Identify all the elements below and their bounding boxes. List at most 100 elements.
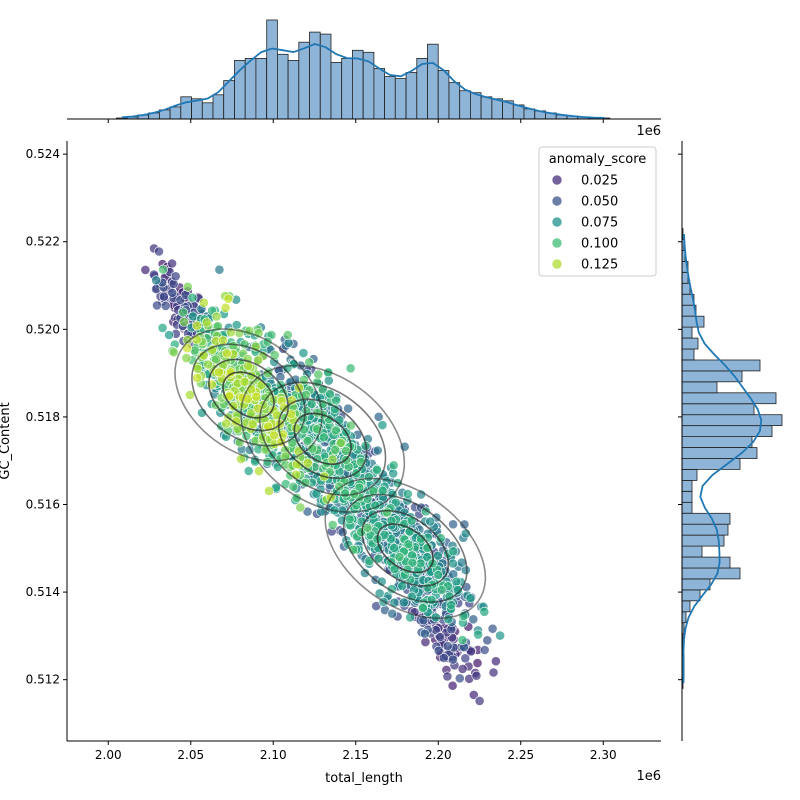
scatter-point [325,388,335,399]
scatter-point [158,291,169,302]
histogram-bar [427,43,439,120]
scatter-point [373,411,384,422]
scatter-point [447,680,458,691]
scatter-point [327,454,338,465]
scatter-point [302,457,313,468]
histogram-bar [341,58,353,120]
x-offset-label-main: 1e6 [636,769,661,784]
scatter-point [403,539,414,550]
kde-contours [174,328,487,620]
x-axis-label: total_length [325,771,403,786]
scatter-point [220,302,231,313]
scatter-point [359,568,370,578]
scatter-point [140,264,151,275]
scatter-point [394,552,405,562]
scatter-point [433,570,444,580]
histogram-bar [681,282,691,295]
scatter-point [330,425,341,436]
legend-label: 0.125 [581,258,618,273]
scatter-point [288,481,299,492]
histogram-bar [681,589,701,602]
histogram-bar [405,72,418,120]
scatter-point [192,320,202,331]
scatter-point [282,330,293,340]
scatter-point [495,630,505,641]
scatter-point [160,300,171,311]
scatter-point [382,507,392,518]
scatter-point [443,614,454,625]
scatter-point [422,582,433,593]
scatter-point [416,533,426,544]
scatter-point [221,348,232,359]
legend-marker [551,237,563,249]
histogram-bar [681,370,743,383]
scatter-point [283,338,294,348]
scatter-point [330,444,341,455]
scatter-point [313,369,324,380]
scatter-point [181,353,192,363]
scatter-point [442,671,453,682]
scatter-point [465,593,476,604]
x-tick-label: 2.25 [507,748,534,762]
scatter-point [398,597,409,608]
kde-contour [361,509,450,587]
scatter-point [362,522,373,533]
histogram-bar [681,512,731,525]
scatter-point [254,466,264,476]
histogram-bar [681,337,699,350]
scatter-point [179,316,189,327]
scatter-point [344,514,355,525]
x-tick-label: 2.10 [260,748,287,762]
scatter-point [346,420,356,431]
histogram-bar [681,326,693,339]
kde-line-x [121,43,605,119]
scatter-point [164,330,174,340]
scatter-point [482,635,493,646]
y-tick-label: 0.520 [26,322,60,336]
histogram-bar [681,414,783,427]
legend-title: anomaly_score [549,152,647,167]
scatter-point [371,601,382,611]
scatter-point [479,606,490,617]
histogram-bar [437,70,450,120]
x-tick-label: 2.15 [342,748,369,762]
legend: anomaly_score 0.025 0.050 0.075 0.100 0.125 [538,146,657,277]
scatter-point [368,486,379,497]
scatter-point [158,264,168,275]
scatter-point [460,565,471,575]
x-tick-label: 2.00 [95,748,122,762]
scatter-point [457,635,468,645]
histogram-bar [276,53,289,120]
scatter-point [221,418,231,429]
kde-contour [376,523,434,574]
histogram-bar [681,315,705,328]
kde-contour [342,493,468,603]
scatter-point [417,603,428,613]
scatter-point [334,481,345,492]
scatter-point [433,645,444,656]
scatter-point [474,696,485,706]
scatter-point [419,628,430,639]
scatter-point [468,690,479,700]
histogram-bar [681,469,698,481]
scatter-point [198,350,209,361]
scatter-point [402,488,413,499]
histogram-bar [351,49,364,120]
scatter-point [228,340,239,351]
scatter-point [214,367,224,378]
scatter-point [472,658,483,668]
scatter-point [170,271,181,282]
histogram-bar [298,41,310,120]
histogram-bar [373,68,385,120]
scatter-point [374,588,385,599]
scatter-point [318,432,329,443]
scatter-point [457,664,468,674]
scatter-point [343,403,353,414]
histogram-bar [394,78,407,120]
scatter-point [473,629,483,640]
histogram-bar [681,545,703,558]
scatter-point [151,275,161,286]
scatter-point [425,516,436,527]
histogram-bar [681,348,695,361]
scatter-point [446,600,457,610]
